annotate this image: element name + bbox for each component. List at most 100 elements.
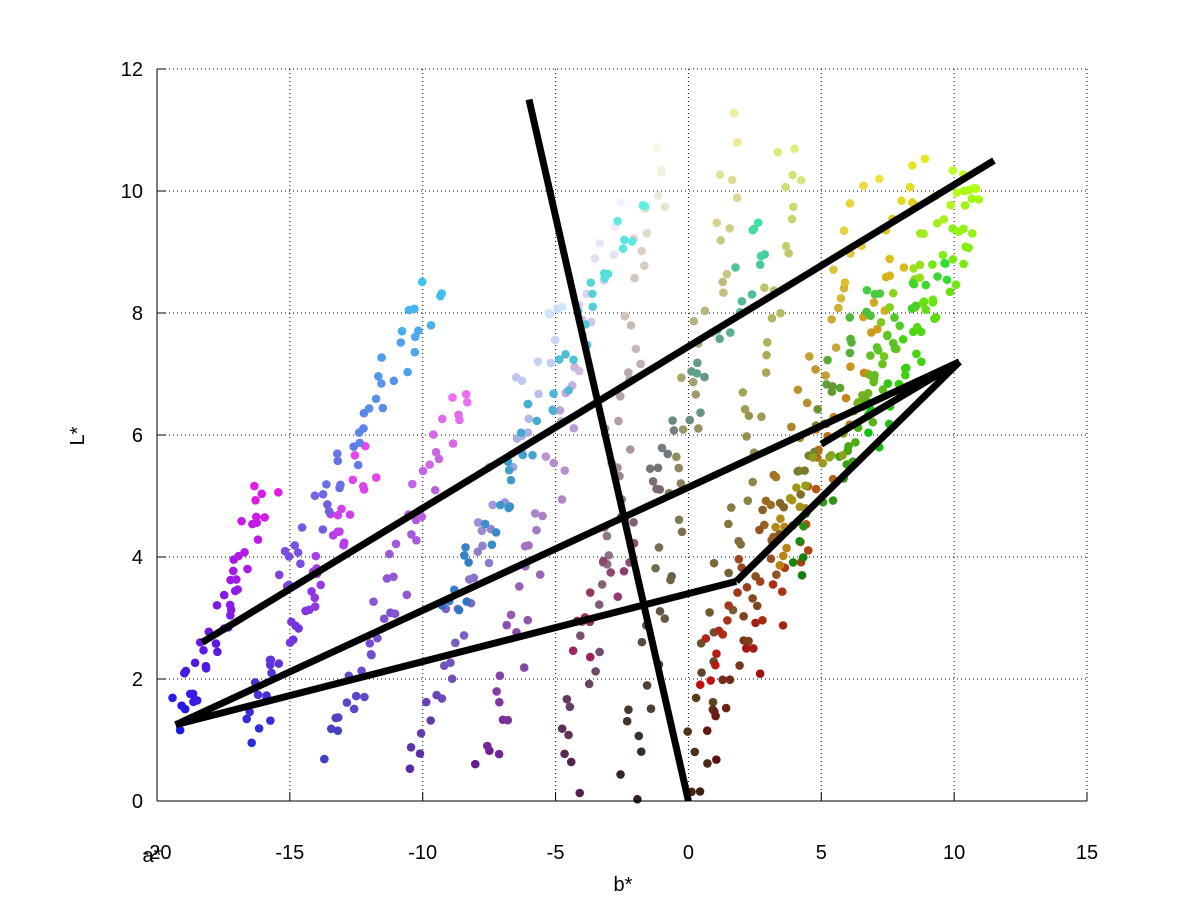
data-point-15: [213, 647, 222, 657]
data-point-201: [541, 452, 551, 461]
data-point-621: [585, 588, 595, 597]
data-point-45: [254, 724, 264, 733]
data-point-624: [599, 556, 608, 566]
data-point-381: [821, 371, 830, 380]
data-point-182: [495, 697, 504, 707]
data-point-152: [478, 541, 487, 551]
data-point-585: [496, 500, 505, 510]
data-point-546: [332, 449, 342, 458]
data-point-290: [688, 377, 698, 387]
data-point-566: [426, 321, 436, 330]
data-point-397: [741, 644, 751, 653]
x-tick-label: 0: [683, 842, 694, 864]
data-point-389: [829, 265, 838, 274]
data-point-382: [805, 352, 814, 361]
data-point-668: [733, 588, 742, 597]
data-point-171: [550, 335, 560, 345]
data-point-56: [274, 659, 284, 668]
data-point-694: [823, 355, 832, 365]
scatter-points: [168, 108, 984, 804]
data-point-645: [692, 369, 702, 378]
data-point-322: [724, 568, 733, 578]
data-point-410: [811, 484, 821, 494]
data-point-219: [616, 198, 626, 207]
data-point-455: [851, 438, 860, 447]
y-tick-label: 8: [132, 303, 143, 325]
data-point-288: [678, 425, 688, 434]
data-point-199: [549, 458, 559, 468]
data-point-538: [323, 500, 332, 509]
data-point-646: [715, 334, 724, 344]
data-point-289: [691, 390, 701, 399]
data-point-333: [757, 412, 766, 421]
data-point-485: [864, 428, 873, 437]
data-point-194: [520, 541, 530, 551]
data-point-498: [898, 335, 908, 344]
data-point-3: [168, 693, 177, 703]
data-point-623: [619, 566, 629, 576]
data-point-591: [516, 428, 526, 438]
data-point-528: [274, 570, 284, 580]
data-point-560: [403, 367, 412, 377]
data-point-266: [636, 747, 646, 756]
data-point-327: [726, 503, 736, 512]
data-point-639: [668, 416, 677, 425]
data-point-366: [772, 570, 781, 579]
data-point-502: [912, 322, 922, 332]
data-point-479: [946, 200, 955, 210]
data-point-200: [560, 466, 570, 475]
data-point-125: [448, 439, 458, 448]
data-point-264: [633, 795, 642, 804]
data-point-554: [364, 404, 374, 413]
data-point-340: [776, 308, 785, 318]
data-point-376: [787, 422, 796, 432]
data-point-570: [437, 289, 446, 298]
data-point-166: [534, 389, 543, 399]
data-point-615: [640, 201, 650, 211]
data-point-195: [532, 525, 541, 535]
data-point-597: [564, 386, 573, 395]
data-point-20: [212, 600, 222, 610]
data-point-457: [868, 417, 878, 427]
data-point-579: [461, 543, 470, 552]
data-point-547: [353, 460, 363, 470]
data-point-297: [719, 288, 728, 297]
y-tick-label: 2: [132, 669, 143, 691]
data-point-520: [954, 227, 963, 237]
data-point-312: [683, 727, 692, 736]
data-point-284: [676, 479, 686, 488]
data-point-43: [250, 481, 259, 491]
data-point-236: [604, 551, 614, 560]
x-tick-label: -5: [547, 842, 565, 864]
data-point-135: [426, 716, 435, 725]
data-point-659: [753, 218, 763, 227]
data-point-263: [652, 143, 661, 152]
data-point-589: [518, 450, 528, 460]
data-point-203: [555, 406, 565, 415]
data-point-157: [488, 500, 497, 510]
data-point-279: [651, 563, 660, 573]
y-tick-label: 12: [121, 59, 143, 81]
data-point-81: [337, 504, 346, 514]
data-point-638: [669, 426, 679, 435]
data-point-34: [253, 535, 263, 544]
data-point-611: [618, 244, 628, 253]
data-point-553: [378, 403, 388, 413]
data-point-632: [652, 484, 661, 494]
data-point-670: [742, 582, 752, 592]
data-point-473: [915, 260, 925, 270]
data-point-276: [660, 614, 670, 623]
data-point-582: [480, 519, 490, 529]
data-point-557: [377, 379, 386, 388]
data-point-197: [530, 509, 540, 518]
data-point-612: [627, 237, 637, 246]
data-point-254: [639, 261, 649, 270]
data-point-454: [844, 442, 853, 451]
data-point-562: [410, 347, 420, 357]
data-point-641: [696, 408, 705, 417]
data-point-431: [885, 254, 894, 264]
data-point-164: [524, 414, 534, 424]
data-point-246: [615, 391, 625, 401]
data-point-719: [838, 451, 847, 460]
data-point-439: [920, 154, 930, 164]
